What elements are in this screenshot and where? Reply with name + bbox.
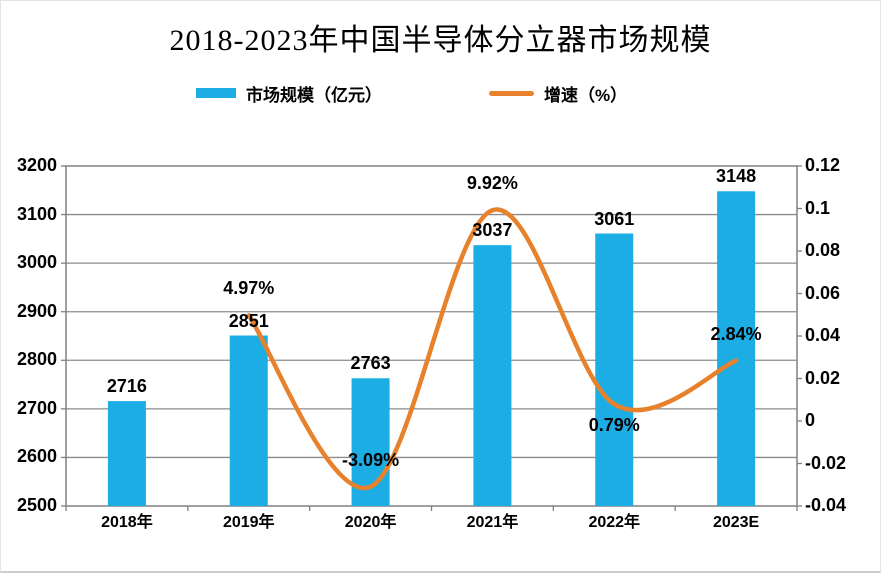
x-axis-label: 2020年 [344, 514, 397, 531]
left-axis-tick-label: 3100 [16, 203, 57, 224]
right-axis-tick-label: 0.02 [805, 367, 841, 388]
left-axis-tick-label: 2500 [16, 495, 57, 516]
left-axis-tick-label: 2900 [16, 300, 57, 321]
left-axis-tick-label: 2700 [16, 397, 57, 418]
growth-value-label: 4.97% [223, 278, 275, 299]
left-axis-tick-label: 3200 [16, 155, 57, 176]
growth-value-label: 2.84% [710, 323, 762, 344]
right-axis-tick-label: 0.1 [805, 197, 831, 218]
left-axis-tick-label: 2800 [16, 349, 57, 370]
bar-2018年 [107, 401, 146, 506]
right-axis-tick-label: 0.08 [805, 240, 841, 261]
left-axis-tick-label: 3000 [16, 252, 57, 273]
right-axis-tick-label: -0.02 [805, 452, 847, 473]
growth-line [246, 207, 739, 491]
bar-value-label: 2763 [350, 353, 391, 374]
x-axis-label: 2021年 [466, 514, 519, 531]
legend-label-market-size: 市场规模（亿元） [246, 85, 382, 105]
growth-value-label: 9.92% [466, 173, 518, 194]
legend-label-growth: 增速（%） [544, 85, 628, 105]
bar-2019年 [229, 335, 268, 506]
legend-item-growth: 增速（%） [489, 84, 627, 105]
bar-value-label: 2716 [106, 376, 147, 397]
chart-title: 2018-2023年中国半导体分立器市场规模 [169, 24, 712, 57]
legend-item-market-size: 市场规模（亿元） [196, 84, 382, 105]
x-axis-label: 2018年 [101, 514, 153, 531]
right-axis-tick-label: 0.12 [805, 155, 841, 176]
left-axis-tick-label: 2600 [16, 446, 57, 467]
x-axis-label: 2019年 [222, 514, 275, 531]
bar-2021年 [473, 245, 512, 506]
right-axis-tick-label: 0 [805, 410, 816, 431]
right-axis-tick-label: 0.06 [805, 282, 841, 303]
bar-value-label: 2851 [228, 310, 269, 331]
plot-border [65, 165, 798, 507]
x-axis-label: 2022年 [588, 514, 641, 531]
growth-value-label: 0.79% [588, 415, 640, 436]
bar-2023E [717, 191, 756, 506]
bar-series-swatch-icon [196, 88, 236, 98]
right-axis-tick-label: 0.04 [805, 325, 841, 346]
growth-value-label: -3.09% [342, 449, 400, 470]
x-axis-label: 2023E [712, 514, 760, 531]
bar-value-label: 3037 [472, 220, 513, 241]
bar-value-label: 3061 [594, 208, 635, 229]
line-series-swatch-icon [489, 90, 534, 96]
bar-value-label: 3148 [716, 166, 757, 187]
bar-2022年 [595, 233, 634, 506]
right-axis-tick-label: -0.04 [805, 495, 847, 516]
